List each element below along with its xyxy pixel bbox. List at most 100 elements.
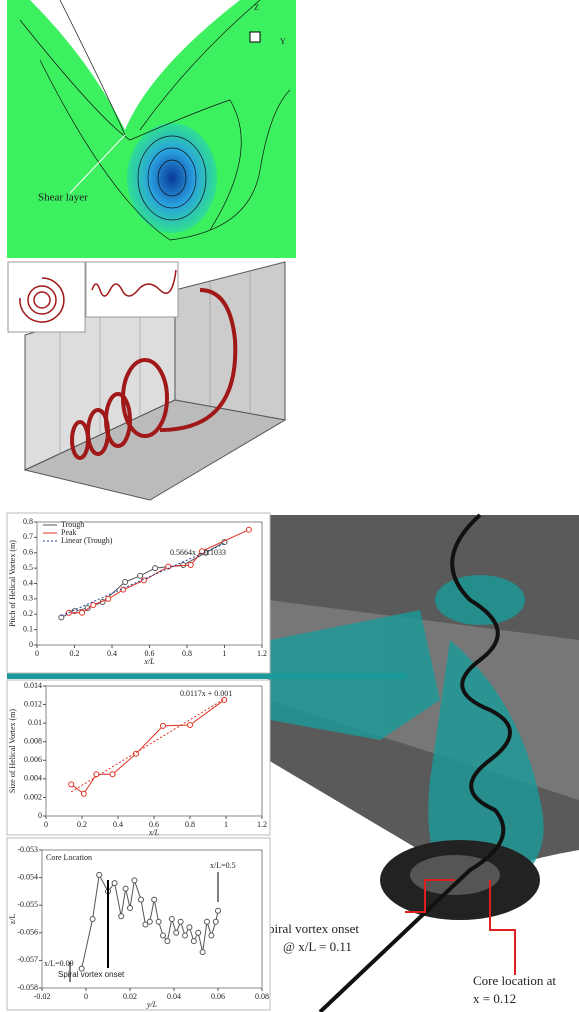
- x-tick-label: 1.2: [257, 649, 267, 658]
- y-tick-label: 0.8: [23, 517, 33, 526]
- chart-title: Core Location: [46, 853, 92, 862]
- point: [213, 919, 218, 924]
- y-tick-label: -0.055: [17, 900, 38, 909]
- flow-panel: Z Y Shear layer: [7, 0, 296, 258]
- x-tick-label: 0: [35, 649, 39, 658]
- equation: 0.0117x + 0.001: [180, 689, 232, 698]
- axis-label: Z: [254, 3, 259, 12]
- y-tick-label: 0: [29, 640, 33, 649]
- legend-label: Linear (Trough): [61, 536, 113, 545]
- point: [200, 950, 205, 955]
- x-tick-label: 0.02: [123, 992, 137, 1001]
- point: [94, 772, 99, 777]
- point: [123, 886, 128, 891]
- y-tick-label: 0.008: [24, 737, 42, 746]
- point: [119, 914, 124, 919]
- point: [81, 791, 86, 796]
- helix-3d-panel: [8, 262, 285, 500]
- y-tick-label: -0.054: [17, 872, 38, 881]
- y-tick-label: 0.006: [24, 755, 42, 764]
- point: [112, 881, 117, 886]
- x-tick-label: 1: [223, 649, 227, 658]
- point: [80, 610, 85, 615]
- chart-frame: [7, 513, 270, 673]
- y-tick-label: 0.014: [24, 681, 42, 690]
- y-axis-label: z/L: [8, 914, 17, 925]
- point: [169, 917, 174, 922]
- x-tick-label: 0.8: [182, 649, 192, 658]
- point: [128, 905, 133, 910]
- x-tick-label: 1.2: [257, 820, 267, 829]
- axis-label: Y: [280, 37, 286, 46]
- note: Spiral vortex onset: [58, 970, 125, 979]
- point: [174, 930, 179, 935]
- y-tick-label: 0.002: [24, 792, 42, 801]
- point: [106, 596, 111, 601]
- x-tick-label: 0.08: [255, 992, 269, 1001]
- y-tick-label: 0.3: [23, 594, 33, 603]
- y-tick-label: 0: [38, 811, 42, 820]
- y-tick-label: 0.6: [23, 548, 33, 557]
- y-tick-label: 0.01: [28, 718, 42, 727]
- point: [178, 919, 183, 924]
- annotation: Core location at: [473, 973, 556, 988]
- y-tick-label: -0.056: [17, 928, 38, 937]
- point: [183, 933, 188, 938]
- x-tick-label: 0.4: [113, 820, 123, 829]
- note: x/L=0.09: [44, 959, 74, 968]
- point: [161, 933, 166, 938]
- y-tick-label: 0.012: [24, 699, 42, 708]
- point: [216, 908, 221, 913]
- point: [205, 919, 210, 924]
- x-tick-label: 0: [84, 992, 88, 1001]
- point: [123, 579, 128, 584]
- y-tick-label: 0.004: [24, 774, 42, 783]
- point: [132, 878, 137, 883]
- point: [156, 919, 161, 924]
- x-tick-label: 0.4: [107, 649, 117, 658]
- point: [187, 925, 192, 930]
- x-tick-label: -0.02: [34, 992, 51, 1001]
- x-tick-label: 0.06: [211, 992, 225, 1001]
- point: [152, 897, 157, 902]
- x-tick-label: 0: [44, 820, 48, 829]
- y-axis-label: Size of Helical Vortex (m): [8, 709, 17, 793]
- point: [165, 939, 170, 944]
- point: [97, 872, 102, 877]
- y-tick-label: 0.2: [23, 609, 33, 618]
- point: [188, 723, 193, 728]
- y-tick-label: -0.057: [17, 955, 38, 964]
- note: x/L=0.5: [210, 861, 236, 870]
- y-tick-label: 0.4: [23, 578, 33, 587]
- x-tick-label: 0.8: [185, 820, 195, 829]
- point: [110, 772, 115, 777]
- x-axis-label: x/L: [148, 828, 160, 837]
- y-tick-label: 0.5: [23, 563, 33, 572]
- y-tick-label: -0.058: [17, 983, 38, 992]
- point: [69, 782, 74, 787]
- point: [91, 603, 96, 608]
- point: [138, 573, 143, 578]
- point: [147, 919, 152, 924]
- y-tick-label: 0.7: [23, 532, 33, 541]
- panel-label: Shear layer: [38, 192, 88, 204]
- figure: Z Y Shear layer pi: [0, 0, 579, 1012]
- point: [196, 930, 201, 935]
- y-tick-label: 0.1: [23, 624, 33, 633]
- x-tick-label: 0.2: [77, 820, 87, 829]
- x-tick-label: 0.2: [70, 649, 80, 658]
- x-tick-label: 1: [224, 820, 228, 829]
- y-tick-label: -0.053: [17, 845, 38, 854]
- point: [139, 897, 144, 902]
- point: [188, 563, 193, 568]
- annotation: piral vortex onset: [268, 921, 359, 936]
- render-panel: piral vortex onset @ x/L = 0.11 Core loc…: [268, 515, 579, 1012]
- annotation: x = 0.12: [473, 991, 516, 1006]
- x-axis-label: y/L: [146, 1000, 158, 1009]
- point: [90, 917, 95, 922]
- point: [191, 939, 196, 944]
- point: [161, 723, 166, 728]
- point: [209, 933, 214, 938]
- y-axis-label: Pitch of Helical Vortex (m): [8, 540, 17, 627]
- annotation: @ x/L = 0.11: [283, 939, 352, 954]
